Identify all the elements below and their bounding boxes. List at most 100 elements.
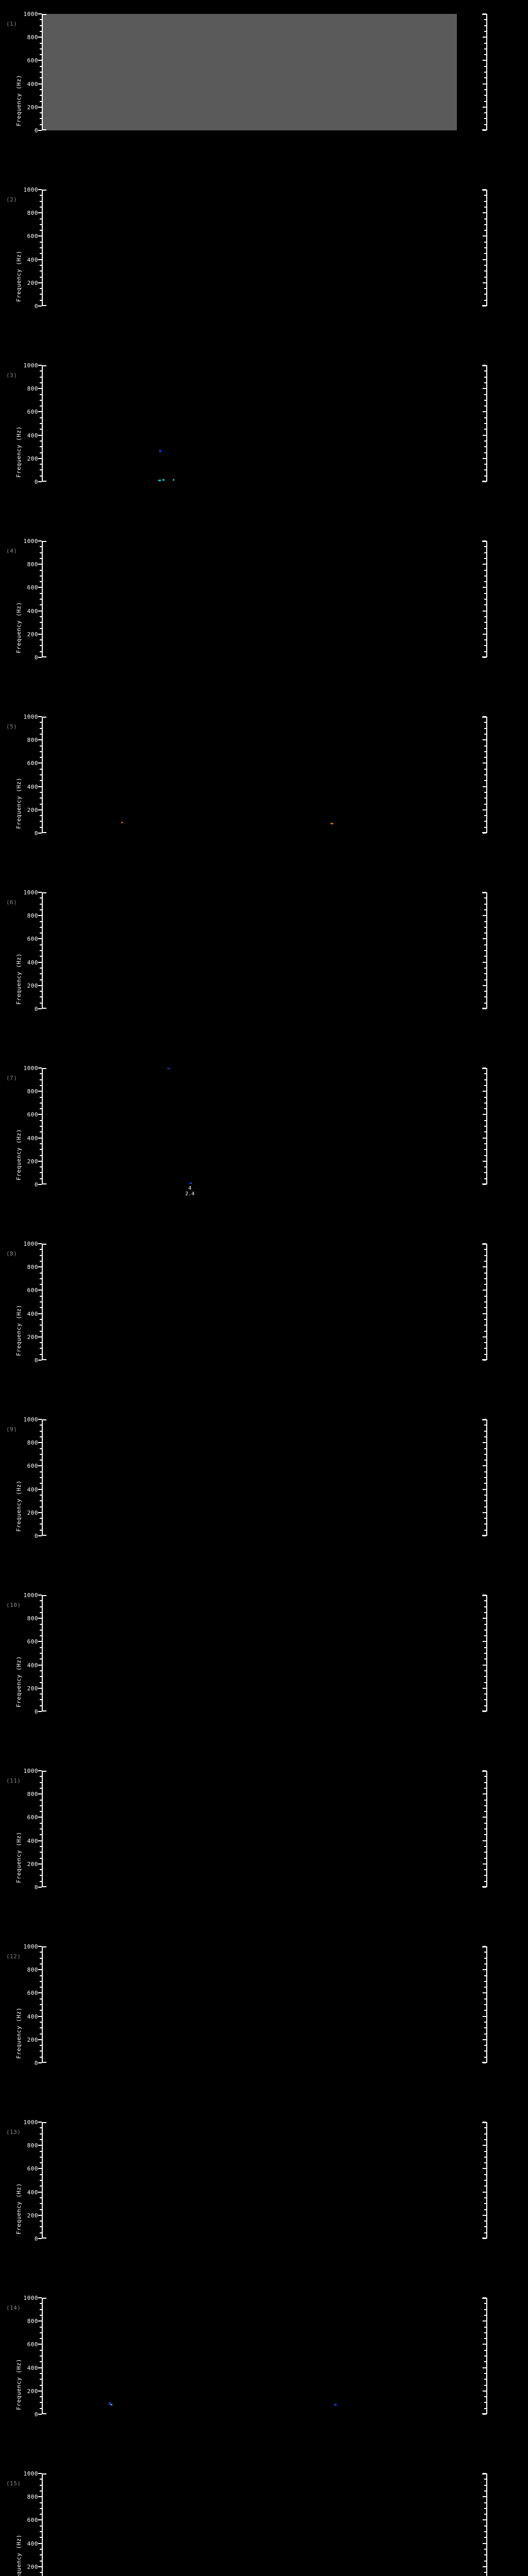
y-tick bbox=[484, 2180, 486, 2181]
y-tick bbox=[40, 288, 42, 290]
y-tick bbox=[484, 1658, 486, 1660]
panel-10: (10) Frequency (Hz) 1000 800 600 400 200 0 bbox=[0, 1581, 528, 1757]
y-tick bbox=[484, 2326, 486, 2328]
y-tick bbox=[40, 405, 42, 407]
axis-cap bbox=[42, 541, 46, 542]
y-tick bbox=[483, 1512, 486, 1513]
y-tick bbox=[483, 2367, 486, 2368]
y-tick bbox=[38, 587, 42, 588]
y-tick bbox=[483, 1442, 486, 1444]
y-tick bbox=[38, 892, 42, 893]
y-tick bbox=[484, 475, 486, 477]
y-tick bbox=[484, 2490, 486, 2492]
y-tick bbox=[484, 821, 486, 822]
y-tick bbox=[40, 1460, 42, 1461]
y-tick bbox=[484, 1612, 486, 1613]
y-tick bbox=[38, 2414, 42, 2415]
axis-cap bbox=[42, 129, 46, 130]
y-tick bbox=[38, 1137, 42, 1139]
y-tick bbox=[484, 370, 486, 372]
y-tick bbox=[484, 2021, 486, 2023]
y-tick bbox=[483, 2145, 486, 2146]
axis-cap bbox=[42, 1535, 46, 1536]
y-tick bbox=[483, 2191, 486, 2193]
y-tick bbox=[40, 2396, 42, 2398]
y-tick bbox=[38, 457, 42, 459]
y-tick-label: 800 bbox=[27, 1967, 38, 1974]
y-tick-label: 0 bbox=[34, 303, 38, 310]
y-tick bbox=[40, 1506, 42, 1507]
y-tick bbox=[483, 259, 486, 260]
y-tick bbox=[484, 299, 486, 301]
y-tick bbox=[483, 235, 486, 237]
y-tick bbox=[484, 2309, 486, 2310]
y-tick-label: 600 bbox=[27, 233, 38, 240]
y-tick bbox=[484, 1483, 486, 1484]
y-tick bbox=[40, 2384, 42, 2386]
y-tick-label: 600 bbox=[27, 584, 38, 591]
plot-area bbox=[38, 1243, 487, 1361]
y-tick bbox=[484, 382, 486, 383]
y-tick bbox=[40, 1155, 42, 1156]
y-tick bbox=[40, 1260, 42, 1262]
y-tick bbox=[484, 469, 486, 471]
y-tick bbox=[484, 1002, 486, 1004]
y-tick bbox=[484, 815, 486, 817]
y-tick bbox=[483, 1618, 486, 1619]
data-marker bbox=[173, 479, 175, 481]
y-tick bbox=[484, 733, 486, 735]
y-tick-label: 1000 bbox=[23, 1768, 38, 1774]
y-tick-label: 1000 bbox=[23, 2119, 38, 2126]
y-tick bbox=[40, 65, 42, 67]
y-tick bbox=[40, 1348, 42, 1349]
y-tick bbox=[484, 1353, 486, 1355]
y-tick bbox=[40, 2127, 42, 2129]
y-tick bbox=[40, 722, 42, 723]
y-axis-left bbox=[42, 717, 43, 833]
y-tick bbox=[483, 716, 486, 717]
y-tick bbox=[484, 440, 486, 442]
y-tick bbox=[484, 1471, 486, 1472]
axis-cap bbox=[42, 892, 46, 893]
spectrogram-raster bbox=[43, 365, 486, 482]
y-tick bbox=[484, 124, 486, 125]
y-tick-label: 600 bbox=[27, 2165, 38, 2173]
y-tick bbox=[484, 100, 486, 102]
y-tick bbox=[484, 1102, 486, 1104]
y-tick bbox=[483, 786, 486, 787]
y-tick bbox=[483, 1336, 486, 1337]
y-tick bbox=[40, 1131, 42, 1133]
y-tick bbox=[483, 1992, 486, 1994]
spectrogram-raster bbox=[43, 717, 486, 833]
y-tick-label: 1000 bbox=[23, 187, 38, 193]
y-tick bbox=[40, 1880, 42, 1882]
y-tick bbox=[483, 610, 486, 612]
y-tick-label: 800 bbox=[27, 34, 38, 41]
y-tick bbox=[484, 2384, 486, 2386]
y-tick bbox=[40, 1149, 42, 1150]
y-tick bbox=[40, 2033, 42, 2035]
y-tick bbox=[484, 2332, 486, 2333]
y-tick-labels: 1000 800 600 400 200 0 bbox=[0, 1768, 38, 1890]
y-tick bbox=[484, 2226, 486, 2228]
y-tick bbox=[483, 1184, 486, 1185]
y-tick-label: 400 bbox=[27, 1486, 38, 1493]
data-marker bbox=[108, 2402, 111, 2405]
y-tick bbox=[40, 1998, 42, 1999]
panel-3: (3) Frequency (Hz) 1000 800 600 400 200 0 bbox=[0, 351, 528, 527]
y-tick-label: 400 bbox=[27, 1134, 38, 1142]
y-tick bbox=[483, 739, 486, 741]
y-tick-labels: 1000 800 600 400 200 0 bbox=[0, 1592, 38, 1715]
y-tick bbox=[40, 1987, 42, 1988]
y-tick bbox=[40, 798, 42, 799]
y-tick bbox=[484, 1500, 486, 1502]
y-tick bbox=[484, 1166, 486, 1168]
y-tick-label: 200 bbox=[27, 279, 38, 286]
panel-7: (7) Frequency (Hz) 1000 800 600 400 200 0 4 2.4 bbox=[0, 1054, 528, 1230]
y-tick bbox=[484, 2185, 486, 2187]
y-tick bbox=[40, 745, 42, 747]
spectrogram-raster bbox=[43, 541, 486, 657]
y-tick bbox=[484, 89, 486, 90]
y-tick bbox=[40, 1342, 42, 1344]
y-tick bbox=[484, 1699, 486, 1701]
